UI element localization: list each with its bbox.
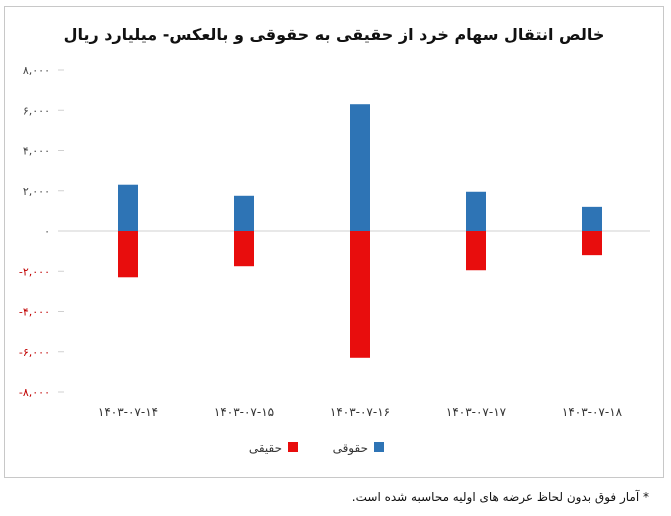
x-category-label: ۱۴۰۳-۰۷-۱۵ bbox=[214, 405, 274, 419]
bar-legal bbox=[350, 231, 370, 358]
y-tick-label: -۸,۰۰۰ bbox=[19, 386, 50, 399]
bar-individual bbox=[118, 184, 138, 231]
chart-title: خالص انتقال سهام خرد از حقیقی به حقوقی و… bbox=[63, 25, 605, 44]
bar-individual bbox=[582, 206, 602, 231]
x-category-label: ۱۴۰۳-۰۷-۱۷ bbox=[446, 405, 507, 419]
legend-item-legal-label: حقیقی bbox=[249, 441, 282, 455]
bar-individual bbox=[234, 195, 254, 231]
x-category-label: ۱۴۰۳-۰۷-۱۶ bbox=[330, 405, 390, 419]
bars-group bbox=[118, 104, 602, 358]
y-tick-label: ۴,۰۰۰ bbox=[23, 145, 50, 158]
y-axis: -۸,۰۰۰ -۶,۰۰۰ -۴,۰۰۰ -۲,۰۰۰ ۰ ۲,۰۰۰ ۴,۰۰۰ ۶,۰۰۰… bbox=[19, 64, 64, 399]
bar-legal bbox=[118, 231, 138, 278]
bar-legal bbox=[466, 231, 486, 271]
y-tick-label: ۲,۰۰۰ bbox=[23, 185, 50, 198]
x-category-label: ۱۴۰۳-۰۷-۱۸ bbox=[562, 405, 623, 419]
y-tick-label: -۲,۰۰۰ bbox=[19, 265, 50, 278]
legend-item-individual-label: حقوقی bbox=[333, 441, 368, 456]
y-tick-label: -۴,۰۰۰ bbox=[19, 306, 50, 319]
bar-individual bbox=[466, 191, 486, 231]
x-category-label: ۱۴۰۳-۰۷-۱۴ bbox=[98, 405, 158, 419]
y-tick-label: -۶,۰۰۰ bbox=[19, 346, 50, 359]
y-tick-label: ۸,۰۰۰ bbox=[23, 64, 50, 77]
bar-legal bbox=[234, 231, 254, 267]
x-axis: ۱۴۰۳-۰۷-۱۴ ۱۴۰۳-۰۷-۱۵ ۱۴۰۳-۰۷-۱۶ ۱۴۰۳-۰۷-۱۷… bbox=[98, 405, 623, 419]
footnote: * آمار فوق بدون لحاظ عرضه های اولیه محاس… bbox=[351, 490, 649, 504]
bar-individual bbox=[350, 104, 370, 231]
bar-chart: -۸,۰۰۰ -۶,۰۰۰ -۴,۰۰۰ -۲,۰۰۰ ۰ ۲,۰۰۰ ۴,۰۰۰ ۶,۰۰۰… bbox=[19, 64, 650, 456]
y-tick-label: ۰ bbox=[44, 225, 50, 238]
legend: حقوقی حقیقی bbox=[249, 441, 384, 456]
chart-frame: خالص انتقال سهام خرد از حقیقی به حقوقی و… bbox=[4, 6, 664, 478]
bar-legal bbox=[582, 231, 602, 256]
legend-item-individual-swatch bbox=[374, 442, 384, 452]
legend-item-legal-swatch bbox=[288, 442, 298, 452]
y-tick-label: ۶,۰۰۰ bbox=[23, 104, 50, 117]
